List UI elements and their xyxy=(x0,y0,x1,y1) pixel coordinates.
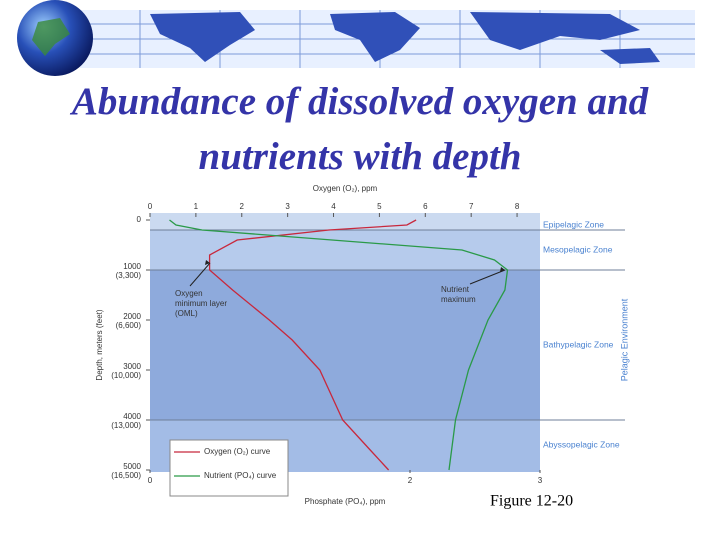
legend-box xyxy=(169,439,289,497)
zone-label: Abyssopelagic Zone xyxy=(543,439,620,449)
x2-tick-label: 0 xyxy=(148,476,153,485)
y-tick-label: 3000 xyxy=(123,362,141,371)
y-tick-feet-label: (13,000) xyxy=(111,421,141,430)
y-tick-label: 1000 xyxy=(123,262,141,271)
annotation: Nutrient xyxy=(441,285,470,294)
arrow-head xyxy=(205,260,210,265)
arrow-head xyxy=(500,267,505,272)
zone-label: Bathypelagic Zone xyxy=(543,339,614,349)
x-tick-label: 1 xyxy=(194,202,199,211)
zone-label: Mesopelagic Zone xyxy=(543,244,613,254)
y-axis-title: Depth, meters (feet) xyxy=(95,309,104,380)
annotation: minimum layer xyxy=(175,299,227,308)
x-tick-label: 4 xyxy=(331,202,336,211)
y-tick-feet-label: (16,500) xyxy=(111,471,141,480)
right-label: Pelagic Environment xyxy=(619,298,629,381)
x-tick-label: 0 xyxy=(148,202,153,211)
y-tick-label: 5000 xyxy=(123,462,141,471)
annotation: Oxygen xyxy=(175,289,203,298)
header-map xyxy=(17,0,695,76)
x-tick-label: 2 xyxy=(240,202,245,211)
y-tick-feet-label: (10,000) xyxy=(111,371,141,380)
x2-tick-label: 3 xyxy=(538,476,543,485)
annotation: (OML) xyxy=(175,309,198,318)
y-tick-label: 2000 xyxy=(123,312,141,321)
zone-band xyxy=(150,230,540,270)
annotation-arrow xyxy=(189,262,211,287)
zone-band xyxy=(150,213,540,230)
spacer xyxy=(0,186,1,187)
legend-label: Nutrient (PO₄) curve xyxy=(204,471,277,480)
x-axis-title: Oxygen (O₂), ppm xyxy=(313,184,378,193)
zone-band xyxy=(150,270,540,420)
y-tick-feet-label: (3,300) xyxy=(116,271,142,280)
x-tick-label: 8 xyxy=(515,202,520,211)
slide-title: Abundance of dissolved oxygen and nutrie… xyxy=(71,80,649,178)
legend-label: Oxygen (O₂) curve xyxy=(204,447,271,456)
x-tick-label: 3 xyxy=(285,202,290,211)
data-line xyxy=(169,219,509,471)
y-tick-feet-label: (6,600) xyxy=(116,321,142,330)
annotation-arrow xyxy=(469,269,506,285)
data-line xyxy=(208,219,417,471)
x-tick-label: 5 xyxy=(377,202,382,211)
figure-caption: Figure 12-20 xyxy=(490,493,573,510)
zone-label: Epipelagic Zone xyxy=(543,219,604,229)
annotation: maximum xyxy=(441,295,476,304)
x2-tick-label: 2 xyxy=(408,476,413,485)
x-tick-label: 7 xyxy=(469,202,474,211)
y-tick-label: 4000 xyxy=(123,412,141,421)
x2-axis-title: Phosphate (PO₄), ppm xyxy=(305,497,386,506)
x-tick-label: 6 xyxy=(423,202,428,211)
y-tick-label: 0 xyxy=(137,215,142,224)
